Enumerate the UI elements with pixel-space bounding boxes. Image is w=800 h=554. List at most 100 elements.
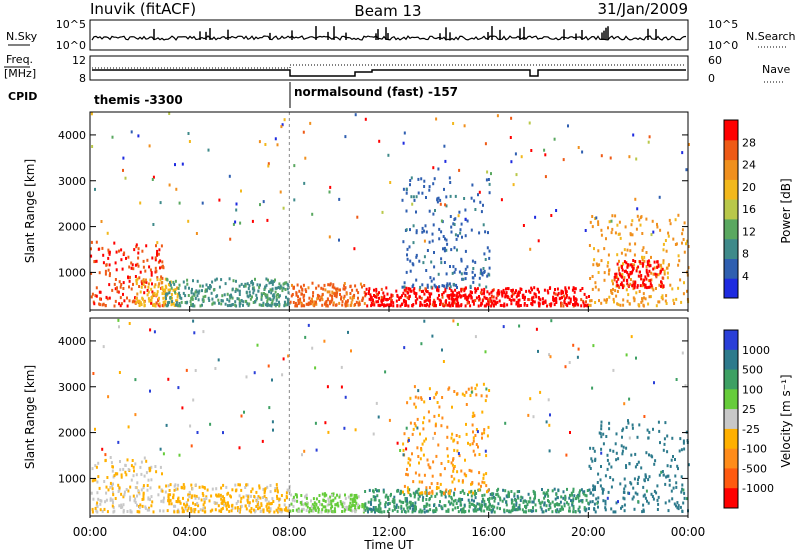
power-cell xyxy=(433,283,436,287)
velocity-cell xyxy=(142,486,145,490)
power-cell xyxy=(487,178,490,181)
power-cell xyxy=(441,295,444,299)
power-cell xyxy=(309,121,312,125)
velocity-cell xyxy=(520,495,523,499)
velocity-cell xyxy=(433,414,436,418)
power-cell xyxy=(228,303,231,307)
velocity-cell xyxy=(275,483,278,487)
velocity-cell xyxy=(604,502,607,506)
power-cell xyxy=(407,304,410,308)
power-cell xyxy=(424,224,427,228)
power-cell xyxy=(435,285,437,289)
power-cell xyxy=(340,297,342,301)
power-cell xyxy=(451,304,454,308)
velocity-cell xyxy=(560,495,563,499)
power-cell xyxy=(164,277,167,281)
power-cell xyxy=(644,283,647,287)
velocity-cell xyxy=(99,502,102,506)
velocity-cell xyxy=(430,494,433,498)
velocity-cell xyxy=(599,432,602,436)
power-cell xyxy=(484,258,487,261)
power-cell xyxy=(582,301,585,305)
power-cell xyxy=(633,253,636,257)
power-cell xyxy=(405,289,408,293)
power-cell xyxy=(302,295,305,299)
velocity-cell xyxy=(318,500,321,503)
power-cell xyxy=(486,246,489,250)
velocity-cell xyxy=(435,454,438,458)
power-cell xyxy=(426,249,429,252)
velocity-cell xyxy=(216,501,219,505)
x-tick-label: 12:00 xyxy=(372,525,407,539)
power-cell xyxy=(149,268,152,272)
power-cell xyxy=(461,287,464,291)
power-cell xyxy=(415,255,418,259)
power-panel xyxy=(90,112,690,310)
power-cell xyxy=(412,241,415,245)
power-cell xyxy=(275,297,278,301)
power-cell xyxy=(303,298,305,302)
power-cell xyxy=(385,286,388,290)
power-cell xyxy=(267,164,270,168)
power-cell xyxy=(101,303,104,307)
velocity-cell xyxy=(399,489,402,493)
velocity-cell xyxy=(524,510,527,514)
velocity-cell xyxy=(654,459,657,463)
power-cell xyxy=(141,282,144,286)
velocity-cell xyxy=(100,499,103,503)
power-cell xyxy=(452,265,455,269)
power-cell xyxy=(361,285,363,289)
velocity-cell xyxy=(450,497,453,501)
velocity-cell xyxy=(406,486,409,490)
velocity-cell xyxy=(317,510,320,514)
velocity-cell xyxy=(295,493,298,497)
power-cell xyxy=(123,299,126,303)
power-cell xyxy=(363,290,366,294)
velocity-cell xyxy=(623,487,626,491)
power-cell xyxy=(568,296,571,300)
power-cell xyxy=(402,187,405,191)
velocity-cell xyxy=(218,509,221,513)
power-cell xyxy=(430,285,433,289)
velocity-cell xyxy=(126,458,129,462)
velocity-cell xyxy=(376,494,379,498)
velocity-cell xyxy=(493,499,496,503)
power-cell xyxy=(107,256,110,260)
power-cell xyxy=(464,286,467,290)
velocity-cell xyxy=(572,489,575,493)
power-cell xyxy=(444,159,447,163)
power-cell xyxy=(512,183,515,187)
power-cell xyxy=(502,288,505,292)
power-cell xyxy=(616,223,619,227)
velocity-cell xyxy=(301,507,304,511)
velocity-cell xyxy=(252,499,255,503)
power-cell xyxy=(280,125,283,129)
velocity-cell xyxy=(420,510,423,514)
velocity-cell xyxy=(422,453,425,457)
velocity-cell xyxy=(217,504,220,508)
nsky-tick-bottom: 10^0 xyxy=(56,39,86,52)
velocity-cell xyxy=(103,480,106,483)
velocity-cell xyxy=(127,489,130,493)
power-cell xyxy=(259,203,261,207)
power-cell xyxy=(268,290,270,294)
power-cell xyxy=(139,201,142,205)
velocity-cell xyxy=(504,421,507,425)
velocity-cell xyxy=(132,465,135,469)
velocity-cell xyxy=(344,508,347,511)
power-cell xyxy=(458,270,461,274)
power-cell xyxy=(107,248,110,252)
velocity-cell xyxy=(670,458,673,462)
velocity-cell xyxy=(110,461,113,465)
velocity-cell xyxy=(416,491,419,495)
velocity-cell xyxy=(683,496,686,500)
velocity-cell xyxy=(311,503,314,507)
velocity-cell xyxy=(98,486,101,490)
power-cell xyxy=(442,235,445,238)
power-cell xyxy=(659,271,662,275)
velocity-cell xyxy=(400,504,403,508)
power-cell xyxy=(628,302,631,306)
velocity-y-tick-label: 4000 xyxy=(58,335,86,348)
power-cell xyxy=(235,208,238,212)
